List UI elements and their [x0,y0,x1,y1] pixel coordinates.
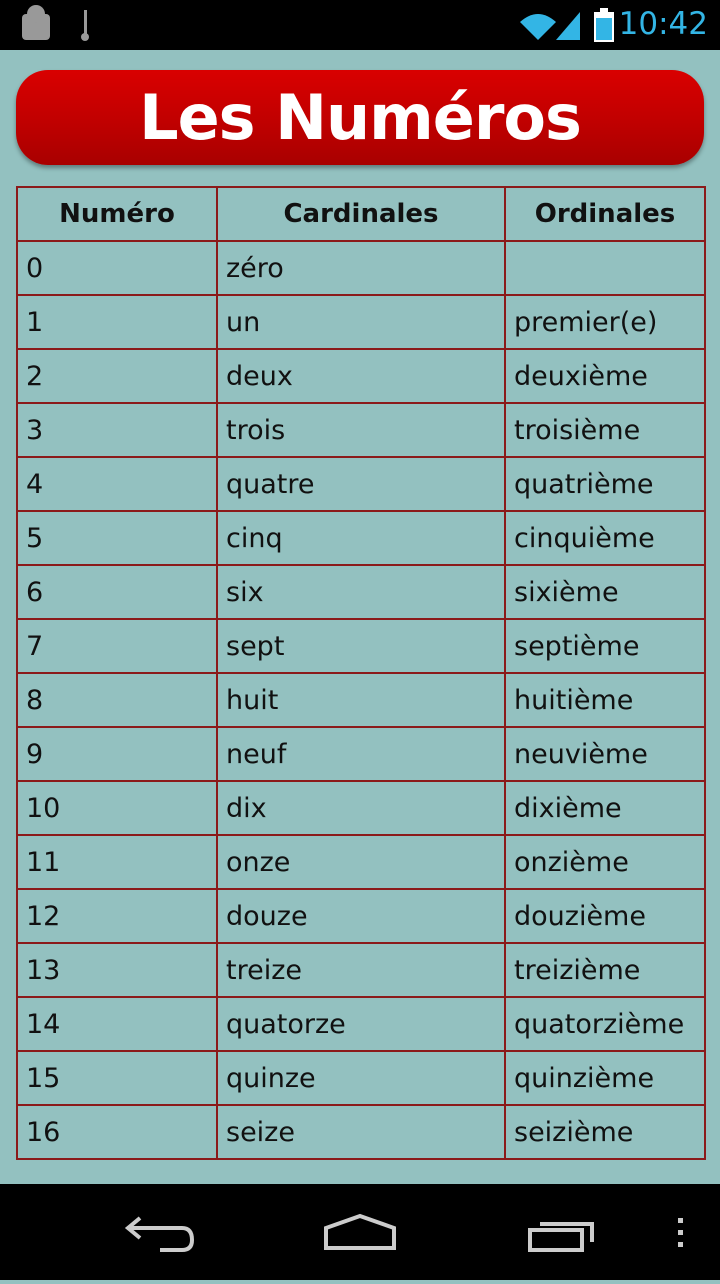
table-cell: 15 [16,1050,218,1106]
table-cell: quatre [216,456,506,512]
table-cell: 7 [16,618,218,674]
table-cell: sixième [504,564,706,620]
table-row: 12 douze douzième [16,888,706,944]
numbers-table: Numéro Cardinales Ordinales 0 zéro 1 un premie… [16,186,706,1160]
table-row: 10 dix dixième [16,780,706,836]
table-cell: 8 [16,672,218,728]
table-cell: sept [216,618,506,674]
table-cell: treizième [504,942,706,998]
table-cell: cinquième [504,510,706,566]
table-cell: seizième [504,1104,706,1160]
table-row: 16 seize seizième [16,1104,706,1160]
table-cell: 5 [16,510,218,566]
table-row: 6 six sixième [16,564,706,620]
table-cell: 13 [16,942,218,998]
table-row: 14 quatorze quatorzième [16,996,706,1052]
column-header: Cardinales [216,186,506,242]
table-cell: quatorze [216,996,506,1052]
table-cell: deuxième [504,348,706,404]
table-cell: 2 [16,348,218,404]
column-header: Ordinales [504,186,706,242]
table-row: 5 cinq cinquième [16,510,706,566]
table-cell: 3 [16,402,218,458]
recents-button[interactable] [528,1222,594,1252]
table-row: 3 trois troisième [16,402,706,458]
table-row: 0 zéro [16,240,706,296]
table-cell: zéro [216,240,506,296]
table-row: 9 neuf neuvième [16,726,706,782]
table-row: 13 treize treizième [16,942,706,998]
table-cell: 1 [16,294,218,350]
table-cell: 0 [16,240,218,296]
table-cell: douzième [504,888,706,944]
table-cell: six [216,564,506,620]
table-cell: cinq [216,510,506,566]
title: Les Numéros [139,81,582,154]
table-cell: 16 [16,1104,218,1160]
table-cell: 11 [16,834,218,890]
table-cell: huitième [504,672,706,728]
table-cell: huit [216,672,506,728]
table-cell: troisième [504,402,706,458]
table-cell: quinzième [504,1050,706,1106]
title-banner: Les Numéros [16,70,704,165]
home-button[interactable] [324,1213,396,1250]
table-cell: neuf [216,726,506,782]
table-row: 8 huit huitième [16,672,706,728]
table-cell: 6 [16,564,218,620]
table-cell: seize [216,1104,506,1160]
table-cell: septième [504,618,706,674]
table-row: 4 quatre quatrième [16,456,706,512]
status-bar: 10:42 [0,0,720,50]
table-cell: trois [216,402,506,458]
nav-icons [124,1213,683,1252]
header-row: Numéro Cardinales Ordinales [16,186,706,242]
table-cell: un [216,294,506,350]
status-icons [22,5,614,42]
clock: 10:42 [618,6,708,42]
nav-bar [0,1184,720,1280]
table-cell: 9 [16,726,218,782]
table-cell: 12 [16,888,218,944]
table-cell: 10 [16,780,218,836]
table-cell: quinze [216,1050,506,1106]
table-row: 1 un premier(e) [16,294,706,350]
table-cell: 14 [16,996,218,1052]
menu-button[interactable] [678,1218,683,1247]
table-cell: deux [216,348,506,404]
table-row: 15 quinze quinzième [16,1050,706,1106]
table-cell: treize [216,942,506,998]
table-row: 11 onze onzième [16,834,706,890]
column-header: Numéro [16,186,218,242]
table-cell: premier(e) [504,294,706,350]
table-cell [504,240,706,296]
back-button[interactable] [124,1216,195,1252]
table-cell: neuvième [504,726,706,782]
table-cell: onze [216,834,506,890]
table-row: 2 deux deuxième [16,348,706,404]
table-cell: dix [216,780,506,836]
table-row: 7 sept septième [16,618,706,674]
table-container: Numéro Cardinales Ordinales 0 zéro 1 un premie… [16,186,706,1184]
table-cell: douze [216,888,506,944]
table-cell: quatrième [504,456,706,512]
table-cell: 4 [16,456,218,512]
table-cell: onzième [504,834,706,890]
table-cell: dixième [504,780,706,836]
table-cell: quatorzième [504,996,706,1052]
